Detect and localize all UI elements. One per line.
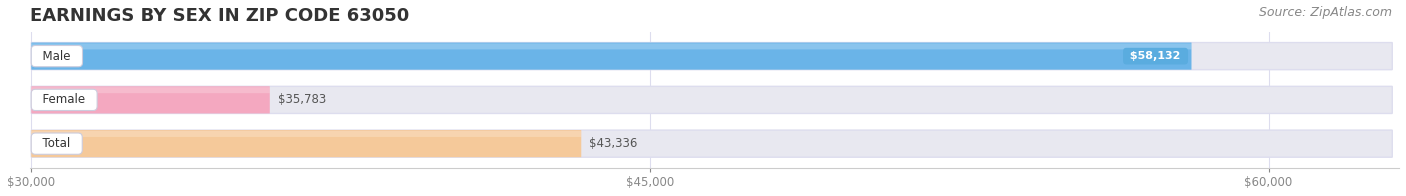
FancyBboxPatch shape bbox=[31, 131, 581, 137]
Text: $43,336: $43,336 bbox=[589, 137, 638, 150]
FancyBboxPatch shape bbox=[31, 86, 1392, 113]
Text: EARNINGS BY SEX IN ZIP CODE 63050: EARNINGS BY SEX IN ZIP CODE 63050 bbox=[30, 7, 409, 25]
Text: $58,132: $58,132 bbox=[1126, 51, 1185, 61]
FancyBboxPatch shape bbox=[31, 43, 1191, 70]
Text: Source: ZipAtlas.com: Source: ZipAtlas.com bbox=[1258, 6, 1392, 19]
FancyBboxPatch shape bbox=[31, 44, 1191, 49]
Text: Female: Female bbox=[35, 93, 93, 106]
FancyBboxPatch shape bbox=[31, 86, 270, 113]
Text: $35,783: $35,783 bbox=[278, 93, 326, 106]
FancyBboxPatch shape bbox=[31, 130, 1392, 157]
FancyBboxPatch shape bbox=[31, 87, 270, 93]
FancyBboxPatch shape bbox=[31, 43, 1392, 70]
Text: Total: Total bbox=[35, 137, 79, 150]
Text: Male: Male bbox=[35, 50, 79, 63]
FancyBboxPatch shape bbox=[31, 130, 581, 157]
